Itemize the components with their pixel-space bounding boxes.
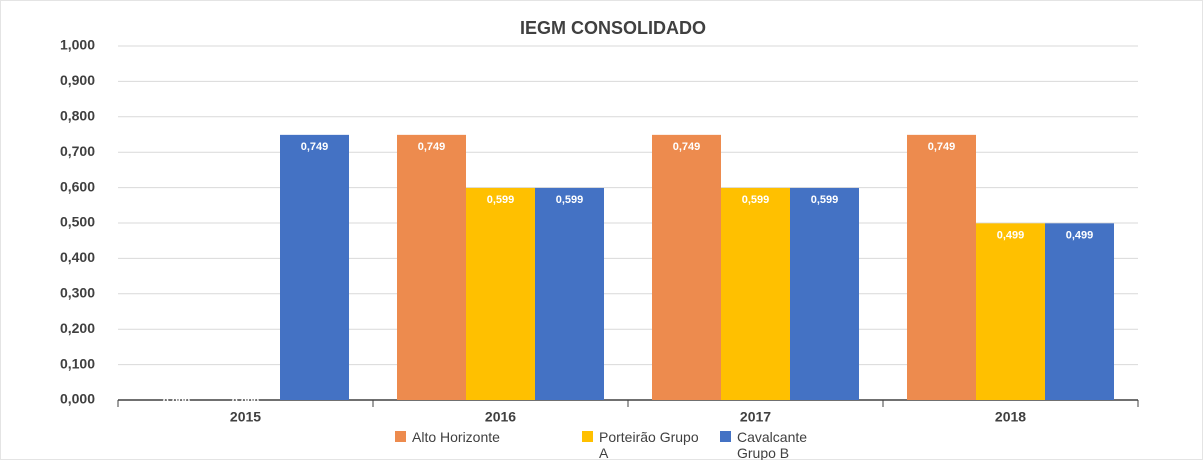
legend-item: Porteirão Grupo A — [582, 429, 720, 460]
data-label: 0,499 — [997, 229, 1025, 241]
legend-label: Alto Horizonte — [412, 429, 500, 445]
data-label: 0,749 — [418, 141, 446, 153]
data-label: 0,599 — [487, 194, 515, 206]
bar — [1045, 223, 1114, 400]
bar — [790, 187, 859, 400]
data-label: 0,599 — [811, 194, 839, 206]
legend-swatch — [720, 431, 731, 442]
legend-swatch — [395, 431, 406, 442]
bar — [466, 187, 535, 400]
bar — [721, 187, 790, 400]
legend: Alto Horizonte Porteirão Grupo A Cavalcant… — [395, 429, 847, 460]
data-label: 0,749 — [301, 141, 329, 153]
legend-label: Cavalcante Grupo B — [737, 429, 808, 460]
legend-item: Alto Horizonte — [395, 429, 582, 460]
bar — [907, 134, 976, 400]
x-tick-label: 2017 — [740, 409, 771, 425]
y-tick-label: 0,900 — [60, 72, 95, 88]
y-tick-label: 0,700 — [60, 143, 95, 159]
y-tick-label: 1,000 — [60, 37, 95, 53]
bar — [652, 134, 721, 400]
x-tick-label: 2016 — [485, 409, 516, 425]
bar — [280, 134, 349, 400]
legend-item: Cavalcante Grupo B — [720, 429, 847, 460]
y-tick-label: 0,100 — [60, 355, 95, 371]
y-tick-label: 0,200 — [60, 320, 95, 336]
data-label: 0,749 — [673, 141, 701, 153]
y-tick-label: 0,400 — [60, 249, 95, 265]
data-label: 0,749 — [928, 141, 956, 153]
bar — [976, 223, 1045, 400]
bar — [535, 187, 604, 400]
chart-title: IEGM CONSOLIDADO — [520, 18, 706, 38]
y-tick-label: 0,000 — [60, 391, 95, 407]
data-label: 0,499 — [1066, 229, 1094, 241]
x-tick-label: 2018 — [995, 409, 1026, 425]
data-label: 0,599 — [556, 194, 584, 206]
data-label: 0,000 — [163, 396, 191, 408]
y-tick-label: 0,300 — [60, 285, 95, 301]
x-tick-label: 2015 — [230, 409, 261, 425]
data-label: 0,599 — [742, 194, 770, 206]
y-tick-label: 0,800 — [60, 108, 95, 124]
y-tick-label: 0,500 — [60, 214, 95, 230]
data-label: 0,000 — [232, 396, 260, 408]
bar — [397, 134, 466, 400]
y-tick-label: 0,600 — [60, 178, 95, 194]
legend-label: Porteirão Grupo A — [599, 429, 699, 460]
legend-swatch — [582, 431, 593, 442]
